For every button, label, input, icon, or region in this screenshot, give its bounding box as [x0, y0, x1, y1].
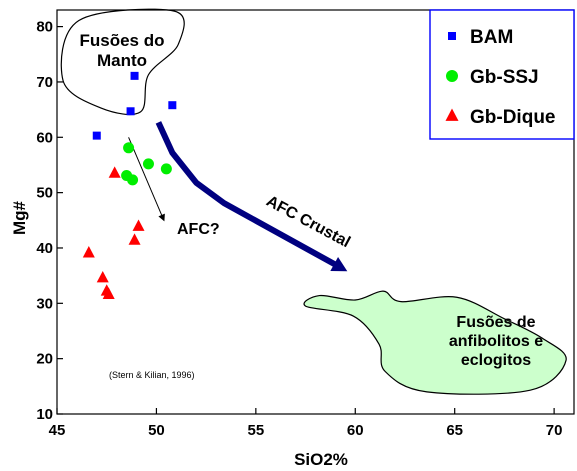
legend-gb-ssj-label: Gb-SSJ: [470, 67, 539, 88]
y-tick-label: 50: [36, 185, 53, 202]
gb-ssj-point: [127, 174, 139, 186]
y-tick-label: 80: [36, 19, 53, 36]
gb-dique-point: [108, 166, 121, 178]
y-tick-label: 20: [36, 351, 53, 368]
trend-arrows: AFC Crustal AFC?: [128, 121, 353, 272]
bam-point: [130, 71, 139, 80]
amphibolite-eclogite-melts-region: [303, 290, 567, 395]
afc-question-arrowhead: [158, 213, 165, 222]
amphibolite-eclogite-melts-label: Fusões de: [456, 314, 535, 331]
plot-frame: [56, 9, 575, 415]
gb-ssj-point: [160, 163, 172, 175]
gb-dique-point: [132, 219, 145, 231]
gb-ssj-point: [142, 158, 154, 170]
axis-ticks: 45 50 55 60 65 70 10 20 30 40 50 60 70 80: [36, 19, 562, 439]
gb-dique-point: [102, 287, 115, 299]
legend-bam-label: BAM: [470, 27, 513, 48]
x-tick-label: 70: [546, 422, 563, 439]
y-tick-label: 30: [36, 295, 53, 312]
gb-dique-point: [82, 246, 95, 258]
y-axis-title: Mg#: [10, 200, 29, 235]
mantle-melts-label: Manto: [97, 51, 147, 70]
bam-point: [92, 131, 101, 140]
y-tick-label: 60: [36, 129, 53, 146]
mantle-melts-label: Fusões do: [79, 31, 164, 50]
gb-ssj-point: [123, 142, 135, 154]
y-tick-label: 40: [36, 240, 53, 257]
y-tick-label: 70: [36, 74, 53, 91]
x-tick-label: 50: [148, 422, 165, 439]
x-tick-label: 55: [248, 422, 265, 439]
afc-question-label: AFC?: [177, 221, 220, 238]
data-points: [82, 71, 177, 299]
x-axis-title: SiO2%: [294, 450, 348, 469]
afc-crustal-arrowhead: [330, 256, 348, 272]
amphibolite-eclogite-melts-label: anfibolitos e: [449, 333, 543, 350]
legend-bam-marker: [448, 32, 456, 40]
gb-dique-point: [96, 270, 109, 283]
afc-crustal-arrow: [155, 121, 339, 269]
x-tick-label: 45: [49, 422, 66, 439]
y-tick-label: 10: [36, 406, 53, 423]
mantle-melts-region: [60, 8, 185, 116]
bam-point: [168, 101, 177, 110]
afc-crustal-label: AFC Crustal: [263, 193, 353, 251]
x-tick-label: 60: [347, 422, 364, 439]
afc-question-arrow: [128, 137, 163, 217]
legend-gb-dique-marker: [445, 108, 459, 121]
citation-annotation: (Stern & Kilian, 1996): [109, 370, 195, 380]
legend-gb-dique-label: Gb-Dique: [470, 107, 556, 128]
legend-gb-ssj-marker: [446, 70, 458, 82]
bam-point: [126, 107, 135, 116]
x-tick-label: 65: [446, 422, 463, 439]
gb-dique-point: [128, 233, 141, 245]
amphibolite-eclogite-melts-label: eclogitos: [461, 352, 531, 369]
legend: BAM Gb-SSJ Gb-Dique: [429, 9, 575, 140]
